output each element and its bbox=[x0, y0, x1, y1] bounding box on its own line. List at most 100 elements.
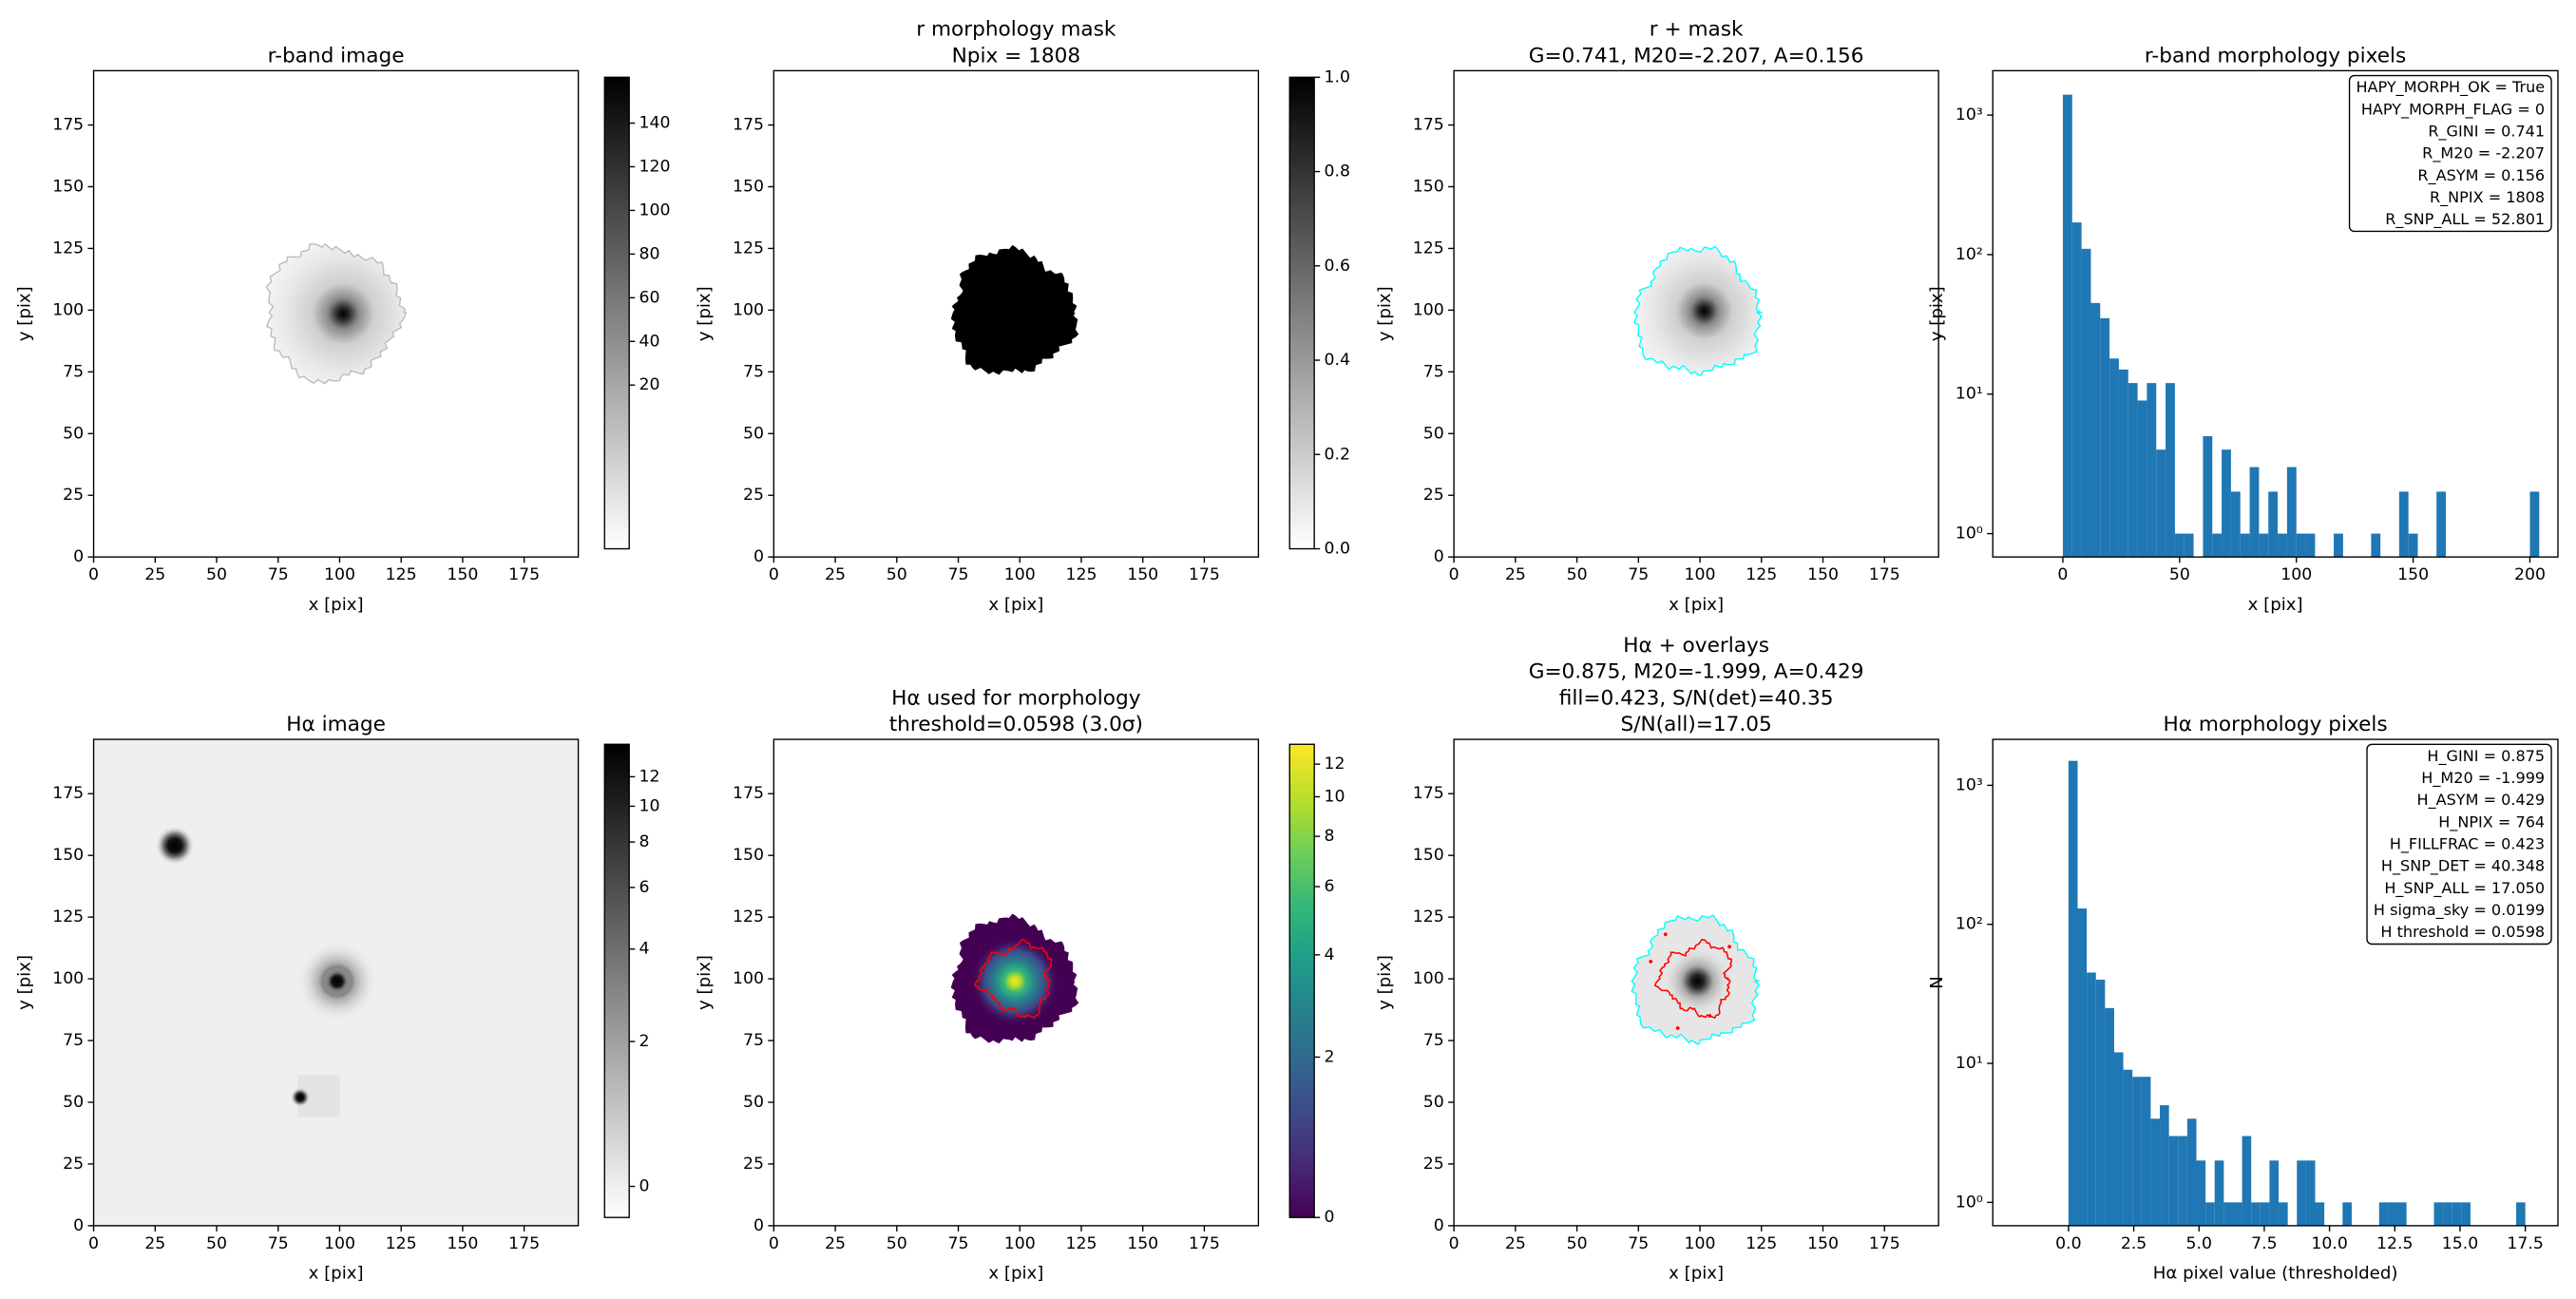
plot-area bbox=[1631, 914, 1762, 1045]
colorbar-tick-label: 0.4 bbox=[1325, 351, 1350, 370]
x-tick-label: 50 bbox=[206, 565, 227, 584]
y-tick-label: 150 bbox=[733, 177, 764, 196]
bar bbox=[2137, 400, 2147, 558]
bar bbox=[2230, 491, 2241, 558]
bar bbox=[2118, 369, 2128, 558]
bar bbox=[2174, 533, 2185, 558]
colorbar-tick-label: 80 bbox=[639, 244, 660, 263]
y-tick-label: 25 bbox=[63, 486, 84, 505]
annotation-text: R_NPIX = 1808 bbox=[2430, 188, 2545, 207]
bar bbox=[2178, 1136, 2187, 1226]
x-tick-label: 75 bbox=[1628, 1234, 1649, 1253]
bar bbox=[2315, 1202, 2325, 1226]
y-tick-label: 125 bbox=[1413, 239, 1444, 258]
bar bbox=[2132, 1077, 2142, 1226]
threshold-contour bbox=[1727, 945, 1731, 949]
plot-area bbox=[1633, 245, 1764, 377]
annotation-text: H_FILLFRAC = 0.423 bbox=[2390, 835, 2545, 854]
y-axis-label: y [pix] bbox=[695, 286, 715, 341]
x-tick-label: 150 bbox=[1127, 1234, 1158, 1253]
x-axis-label: x [pix] bbox=[1669, 1263, 1724, 1283]
image-core bbox=[1663, 946, 1732, 1016]
annotation-box bbox=[2348, 74, 2552, 233]
x-tick-label: 175 bbox=[508, 565, 540, 584]
y-tick-label: 50 bbox=[1423, 1093, 1444, 1112]
x-tick-label: 125 bbox=[386, 565, 417, 584]
bar bbox=[2156, 449, 2166, 558]
x-tick-label: 5.0 bbox=[2186, 1234, 2212, 1253]
colorbar-tick-label: 0.8 bbox=[1325, 162, 1350, 181]
bar bbox=[2168, 1136, 2179, 1226]
threshold-contour bbox=[1675, 1026, 1680, 1030]
y-tick-label: 0 bbox=[73, 547, 84, 566]
x-tick-label: 12.5 bbox=[2376, 1234, 2413, 1253]
bar bbox=[2296, 533, 2306, 558]
y-tick-label: 125 bbox=[52, 907, 84, 926]
x-tick-label: 15.0 bbox=[2442, 1234, 2478, 1253]
colorbar-tick-label: 20 bbox=[639, 375, 660, 394]
x-tick-label: 50 bbox=[1567, 1234, 1588, 1253]
y-axis-label: y [pix] bbox=[14, 955, 34, 1010]
bar bbox=[2232, 1202, 2242, 1226]
annotation-text: H_SNP_DET = 40.348 bbox=[2381, 857, 2545, 876]
bar bbox=[2141, 1077, 2151, 1226]
y-tick-label: 0 bbox=[754, 1216, 764, 1235]
annotation-text: HAPY_MORPH_OK = True bbox=[2356, 78, 2545, 97]
bar bbox=[2214, 1160, 2224, 1226]
y-tick-label: 75 bbox=[743, 362, 764, 381]
bar bbox=[2397, 1202, 2407, 1226]
x-tick-label: 25 bbox=[825, 1234, 846, 1253]
plot-area bbox=[950, 913, 1079, 1044]
y-tick-label: 25 bbox=[743, 486, 764, 505]
annotation-text: H sigma_sky = 0.0199 bbox=[2374, 901, 2545, 920]
colorbar-tick-label: 2 bbox=[1325, 1047, 1335, 1066]
y-tick-label: 150 bbox=[733, 846, 764, 865]
x-tick-label: 10.0 bbox=[2311, 1234, 2347, 1253]
y-tick-label: 125 bbox=[733, 239, 764, 258]
bar bbox=[2305, 533, 2316, 558]
bar bbox=[2436, 491, 2447, 558]
x-tick-label: 175 bbox=[1869, 565, 1900, 584]
bar bbox=[2196, 1160, 2206, 1226]
x-tick-label: 7.5 bbox=[2251, 1234, 2277, 1253]
bar bbox=[2529, 491, 2540, 558]
y-tick-label: 175 bbox=[1413, 784, 1444, 803]
y-axis-label: y [pix] bbox=[1927, 286, 1947, 341]
y-tick-label: 75 bbox=[1423, 362, 1444, 381]
axes-frame bbox=[1453, 738, 1939, 1227]
y-tick-label: 25 bbox=[743, 1155, 764, 1174]
colorbar bbox=[603, 743, 630, 1218]
chart-title: G=0.741, M20=-2.207, A=0.156 bbox=[1529, 44, 1864, 67]
bar bbox=[2150, 1118, 2161, 1226]
bar bbox=[2398, 491, 2409, 558]
mask-image bbox=[950, 244, 1079, 375]
x-tick-label: 150 bbox=[447, 1234, 478, 1253]
y-tick-label: 175 bbox=[733, 784, 764, 803]
colorbar-tick-label: 8 bbox=[1325, 827, 1335, 846]
x-tick-label: 50 bbox=[887, 1234, 907, 1253]
colorbar-tick-label: 0.2 bbox=[1325, 445, 1350, 464]
bar bbox=[2251, 1202, 2261, 1226]
plot-area bbox=[93, 739, 579, 1226]
plot-area bbox=[950, 244, 1079, 375]
colorbar-tick-label: 40 bbox=[639, 332, 660, 351]
colorbar-tick-label: 140 bbox=[639, 114, 671, 133]
bar bbox=[2212, 533, 2223, 558]
x-tick-label: 100 bbox=[324, 1234, 355, 1253]
colorbar-tick-label: 0.6 bbox=[1325, 257, 1350, 276]
bar bbox=[2123, 1069, 2133, 1226]
x-axis-label: x [pix] bbox=[1669, 595, 1724, 615]
annotation-text: H_ASYM = 0.429 bbox=[2417, 791, 2546, 810]
bar bbox=[2081, 248, 2091, 558]
y-tick-label: 50 bbox=[63, 1093, 84, 1112]
axes-frame bbox=[1992, 738, 2559, 1227]
y-axis-label: y [pix] bbox=[695, 955, 715, 1010]
y-tick-label: 50 bbox=[63, 424, 84, 443]
x-tick-label: 100 bbox=[2280, 565, 2312, 584]
y-tick-label: 150 bbox=[1413, 846, 1444, 865]
y-tick-label: 100 bbox=[52, 300, 84, 319]
bar bbox=[2203, 435, 2213, 558]
bar bbox=[2223, 1202, 2233, 1226]
y-tick-label: 75 bbox=[63, 1031, 84, 1050]
x-tick-label: 2.5 bbox=[2121, 1234, 2147, 1253]
